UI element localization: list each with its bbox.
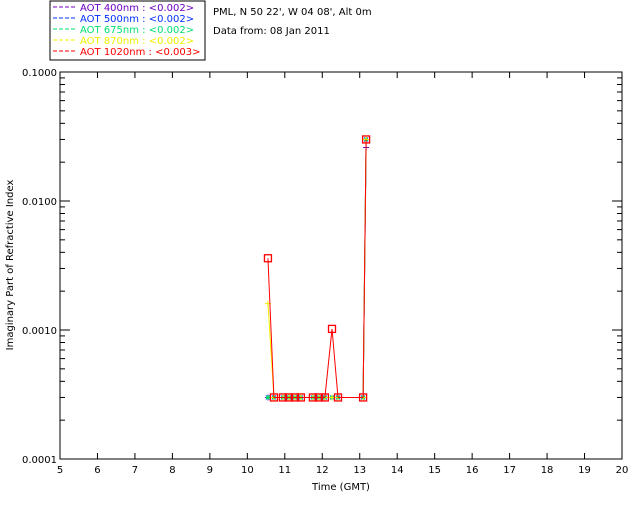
legend: AOT 400nm : <0.002>AOT 500nm : <0.002>AO…: [53, 3, 200, 58]
x-tick-label: 6: [94, 465, 100, 476]
series-line: [267, 139, 367, 398]
x-tick-label: 7: [132, 465, 138, 476]
x-tick-label: 15: [428, 465, 441, 476]
y-tick-label: 0.1000: [22, 68, 57, 79]
x-tick-label: 13: [353, 465, 366, 476]
series-line: [267, 139, 367, 398]
marks: [263, 135, 371, 402]
series-line: [267, 139, 367, 398]
plot-area: [59, 71, 623, 460]
x-tick-label: 16: [466, 465, 479, 476]
data-point: [263, 254, 273, 263]
data-point: [278, 393, 288, 402]
x-axis-label: Time (GMT): [311, 482, 370, 493]
x-tick-label: 17: [503, 465, 516, 476]
series-line: [267, 147, 367, 398]
legend-entry: AOT 870nm : <0.002>: [80, 36, 194, 47]
y-tick-label: 0.0010: [22, 326, 57, 337]
data-point: [327, 324, 337, 334]
x-tick-label: 9: [207, 465, 213, 476]
legend-entry: AOT 500nm : <0.002>: [80, 14, 194, 25]
y-tick-label: 0.0001: [22, 455, 57, 466]
site-label: PML, N 50 22', W 04 08', Alt 0m: [213, 7, 372, 18]
date-label: Data from: 08 Jan 2011: [213, 26, 330, 37]
x-tick-label: 20: [616, 465, 629, 476]
legend-entry: AOT 675nm : <0.002>: [80, 25, 194, 36]
data-point: [296, 393, 306, 402]
x-tick-label: 12: [316, 465, 329, 476]
x-tick-label: 19: [578, 465, 591, 476]
legend-entry: AOT 400nm : <0.002>: [80, 3, 194, 14]
data-point: [269, 393, 279, 402]
x-tick-label: 14: [391, 465, 404, 476]
data-point: [320, 393, 330, 402]
data-point: [290, 393, 300, 402]
axes: 5 6 7 8 9 10 11 12 13 14 15 16 17 18 19 20 0.0001 0.0010 0…: [22, 68, 628, 476]
data-point: [361, 135, 371, 144]
x-tick-label: 10: [241, 465, 254, 476]
x-tick-label: 11: [278, 465, 291, 476]
data-point: [314, 393, 324, 402]
data-point: [358, 393, 368, 402]
data-point: [333, 393, 343, 402]
x-tick-label: 5: [57, 465, 63, 476]
data-point: [265, 395, 270, 400]
y-axis-label: Imaginary Part of Refractive Index: [5, 180, 16, 351]
legend-box: [49, 0, 206, 61]
x-tick-label: 8: [169, 465, 175, 476]
y-tick-label: 0.0100: [22, 197, 57, 208]
legend-entry: AOT 1020nm : <0.003>: [80, 47, 200, 58]
x-tick-label: 18: [541, 465, 554, 476]
series-line: [267, 139, 367, 398]
data-point: [284, 393, 294, 402]
data-point: [308, 393, 318, 402]
